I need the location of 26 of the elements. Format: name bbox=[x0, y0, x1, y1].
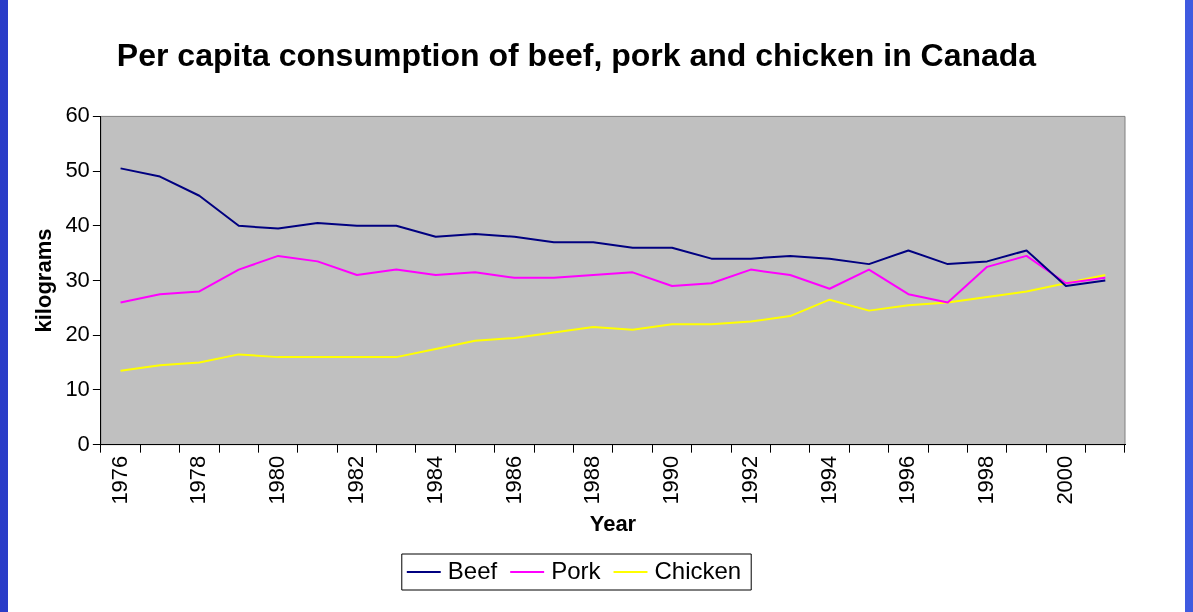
legend-label: Pork bbox=[551, 556, 602, 584]
y-tick-label: 50 bbox=[65, 157, 90, 183]
x-axis-title: Year bbox=[589, 510, 637, 536]
legend-label: Beef bbox=[447, 556, 498, 584]
chart-title: Per capita consumption of beef, pork and chicken in Canada bbox=[116, 37, 1037, 74]
x-tick-label: 1980 bbox=[264, 455, 290, 505]
y-tick-label: 30 bbox=[65, 266, 90, 292]
y-tick-label: 20 bbox=[65, 321, 90, 347]
legend-label: Chicken bbox=[654, 556, 742, 584]
x-tick-label: 1976 bbox=[106, 455, 132, 505]
y-tick-label: 60 bbox=[65, 102, 90, 128]
x-tick-label: 1998 bbox=[973, 455, 999, 505]
x-tick-label: 1990 bbox=[658, 455, 684, 505]
x-tick-label: 2000 bbox=[1051, 455, 1077, 505]
x-tick-label: 1994 bbox=[815, 455, 841, 505]
x-tick-label: 1986 bbox=[500, 455, 526, 505]
y-tick-label: 0 bbox=[77, 430, 90, 456]
x-tick-label: 1982 bbox=[342, 455, 368, 505]
x-tick-label: 1988 bbox=[579, 455, 605, 505]
y-tick-label: 10 bbox=[65, 376, 90, 402]
x-tick-label: 1992 bbox=[736, 455, 762, 505]
x-tick-label: 1984 bbox=[421, 455, 447, 505]
x-tick-label: 1996 bbox=[894, 455, 920, 505]
y-tick-label: 40 bbox=[65, 211, 90, 237]
x-tick-label: 1978 bbox=[185, 455, 211, 505]
y-axis-title: kilograms bbox=[31, 228, 57, 333]
